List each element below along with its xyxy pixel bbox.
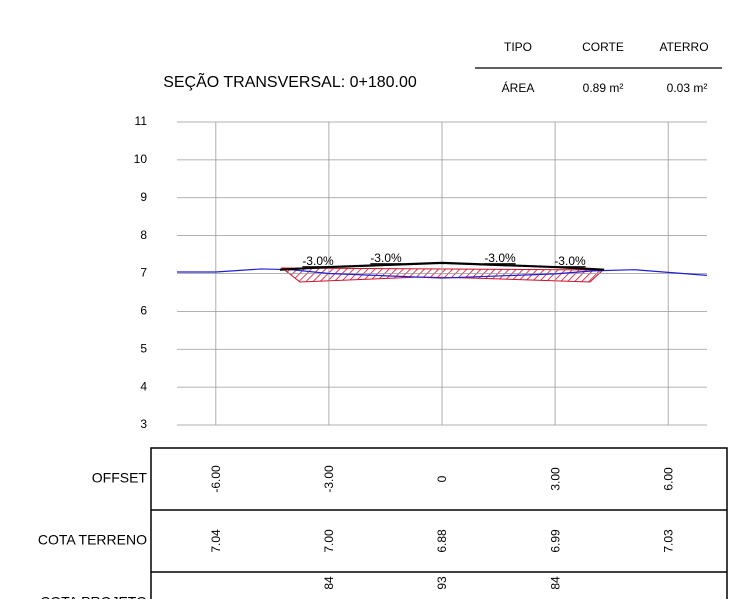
y-tick-label: 8 — [140, 228, 147, 242]
table-header: ATERRO — [659, 40, 708, 54]
table-cell: 0.03 m² — [667, 81, 708, 95]
x-tick-label: 0 — [435, 475, 449, 482]
row-value: 93 — [435, 576, 449, 590]
y-tick-label: 9 — [140, 190, 147, 204]
row-value: 7.03 — [661, 529, 675, 553]
table-cell: 0.89 m² — [583, 81, 624, 95]
y-tick-label: 11 — [135, 114, 148, 128]
row-label: OFFSET — [92, 470, 148, 486]
row-label: COTA TERRENO — [38, 532, 147, 548]
y-tick-label: 7 — [140, 266, 147, 280]
series-line — [279, 261, 605, 271]
x-tick-label: -6.00 — [209, 465, 223, 493]
row-value: 6.88 — [435, 529, 449, 553]
table-header: CORTE — [582, 40, 624, 54]
x-tick-label: 3.00 — [548, 467, 562, 491]
row-label: COTA PROJETO — [40, 594, 147, 599]
row-value: 84 — [548, 576, 562, 590]
series-line — [177, 268, 708, 279]
x-tick-label: -3.00 — [322, 465, 336, 493]
y-tick-label: 10 — [134, 152, 148, 166]
y-tick-label: 5 — [140, 341, 147, 355]
y-tick-label: 3 — [140, 417, 147, 431]
row-value: 84 — [322, 576, 336, 590]
row-value: 7.04 — [209, 529, 223, 553]
row-value: 6.99 — [548, 529, 562, 553]
row-value: 7.00 — [322, 529, 336, 553]
table-cell: ÁREA — [502, 80, 535, 95]
slope-label: -3.0% — [302, 254, 334, 268]
slope-label: -3.0% — [484, 251, 516, 265]
table-header: TIPO — [504, 40, 532, 54]
slope-label: -3.0% — [554, 254, 586, 268]
y-tick-label: 6 — [140, 304, 147, 318]
y-tick-label: 4 — [140, 379, 147, 393]
chart-title: SEÇÃO TRANSVERSAL: 0+180.00 — [163, 71, 417, 91]
slope-label: -3.0% — [370, 251, 402, 265]
x-tick-label: 6.00 — [661, 467, 675, 491]
